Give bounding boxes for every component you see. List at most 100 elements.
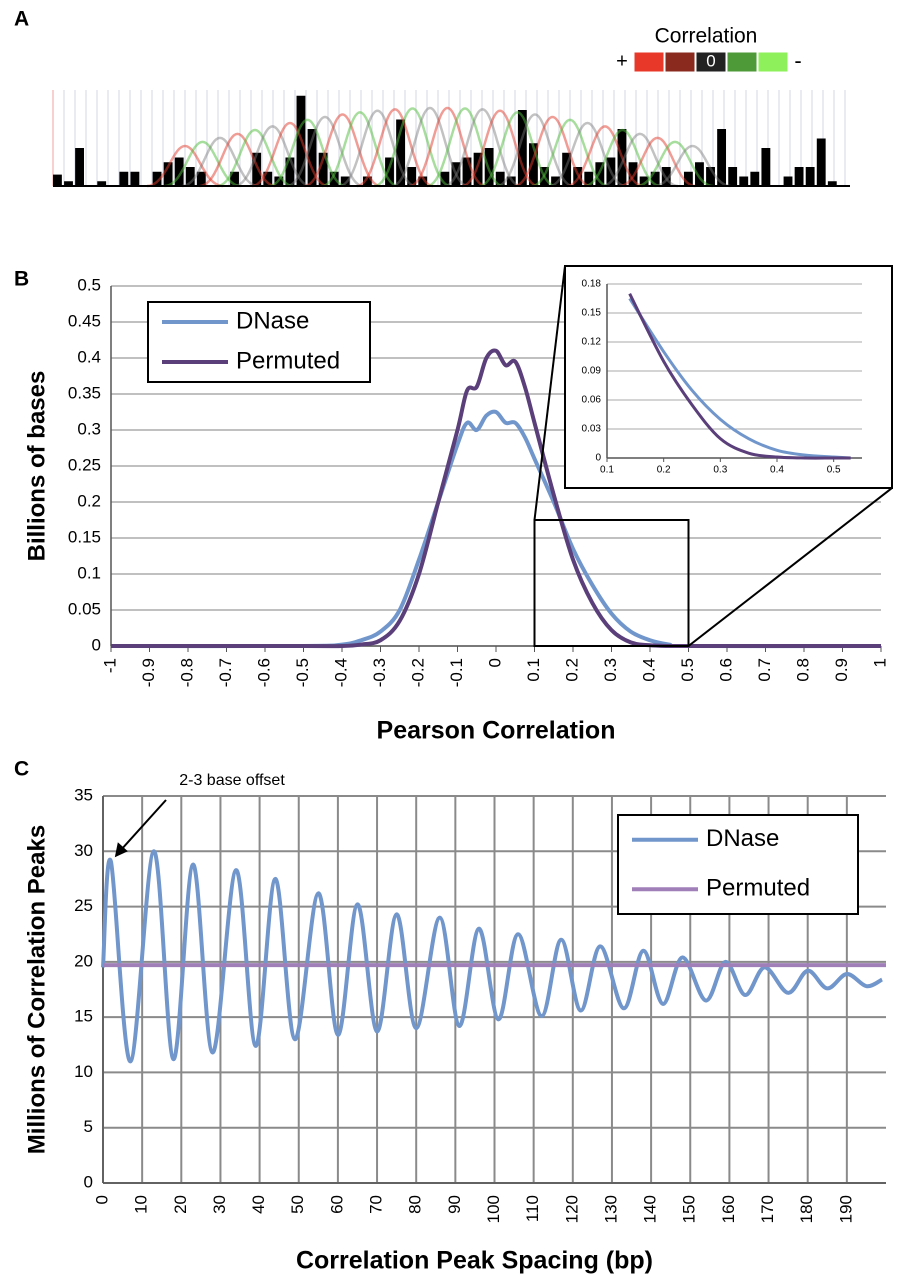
correlation-curve: [566, 125, 644, 188]
legend-swatch: [633, 51, 665, 73]
x-tick-label: 140: [641, 1195, 660, 1223]
x-tick-label: 120: [562, 1195, 581, 1223]
x-tick-label: 0.2: [562, 658, 581, 682]
bar: [53, 174, 62, 186]
y-tick-label: 25: [74, 896, 93, 915]
y-tick-label: 0.1: [77, 563, 101, 582]
legend-label: +: [616, 50, 628, 72]
x-tick-label: -0.5: [293, 658, 312, 687]
y-tick-label: 0.2: [77, 491, 101, 510]
correlation-curve: [356, 108, 434, 188]
x-tick-label: 1: [870, 658, 889, 667]
y-tick-label: 0.03: [582, 424, 602, 435]
y-tick-label: 0: [84, 1172, 93, 1191]
x-tick-label: -0.7: [216, 658, 235, 687]
arrow-head: [114, 842, 128, 858]
bar: [451, 162, 461, 186]
x-tick-label: 0.9: [832, 658, 851, 682]
legend-label: 0: [706, 51, 715, 70]
x-tick-label: 0.4: [770, 465, 784, 476]
x-tick-label: 170: [758, 1195, 777, 1223]
bar: [661, 167, 671, 186]
y-tick-label: 30: [74, 841, 93, 860]
bar: [639, 176, 649, 186]
bar: [739, 176, 749, 186]
bar: [396, 119, 406, 186]
x-tick-label: 130: [601, 1195, 620, 1223]
bar: [340, 176, 350, 186]
bar: [97, 181, 107, 186]
correlation-curve: [286, 115, 364, 188]
bar: [385, 157, 394, 186]
bar: [285, 157, 295, 186]
bar: [761, 148, 771, 186]
legend-swatch: [726, 51, 758, 73]
bar: [362, 176, 372, 186]
x-axis-label: Correlation Peak Spacing (bp): [296, 1247, 653, 1275]
x-axis-label: Pearson Correlation: [377, 717, 616, 745]
bar: [440, 171, 450, 186]
bar: [794, 167, 804, 186]
bar: [75, 148, 84, 186]
x-tick-label: 180: [797, 1195, 816, 1223]
x-tick-label: 150: [680, 1195, 699, 1223]
legend-label: DNase: [706, 825, 779, 852]
legend-title: Correlation: [655, 25, 758, 48]
y-tick-label: 0: [92, 635, 101, 654]
y-tick-label: 0.25: [68, 455, 101, 474]
x-tick-label: -0.4: [331, 658, 350, 687]
correlation-curve: [391, 106, 469, 188]
legend-swatch: [664, 51, 696, 73]
correlation-curve: [636, 140, 714, 188]
x-tick-label: 10: [132, 1195, 151, 1214]
correlation-curve: [269, 118, 346, 188]
legend-box: [617, 814, 859, 915]
legend-label: Permuted: [706, 875, 810, 902]
legend-label: Permuted: [236, 347, 340, 374]
x-tick-label: -0.9: [139, 658, 158, 687]
panel-letter: A: [14, 8, 29, 31]
correlation-curve: [164, 140, 241, 188]
bar: [174, 157, 184, 186]
x-tick-label: 0.6: [716, 658, 735, 682]
bar: [495, 171, 505, 186]
correlation-curve: [549, 121, 626, 188]
x-tick-label: 90: [445, 1195, 464, 1214]
legend-label: -: [794, 48, 801, 73]
correlation-curve: [146, 144, 224, 188]
bar: [562, 152, 572, 186]
x-tick-label: 190: [836, 1195, 855, 1223]
bar: [252, 152, 262, 186]
x-tick-label: 50: [288, 1195, 307, 1214]
bar: [695, 162, 704, 186]
zoom-connector: [533, 265, 566, 521]
bar: [706, 167, 715, 186]
series-line: [101, 849, 884, 1064]
correlation-curve: [234, 125, 311, 188]
correlation-curve: [514, 115, 591, 188]
bar: [64, 181, 73, 186]
inset-frame: [564, 265, 893, 489]
correlation-curve: [654, 144, 731, 188]
x-tick-label: 0.4: [639, 658, 658, 682]
x-tick-label: 60: [327, 1195, 346, 1214]
x-tick-label: 80: [406, 1195, 425, 1214]
y-tick-label: 20: [74, 951, 93, 970]
correlation-curve: [374, 107, 451, 188]
correlation-curve: [181, 136, 259, 188]
y-tick-label: 5: [84, 1117, 93, 1136]
bar: [152, 171, 162, 186]
bar: [418, 176, 428, 186]
correlation-curve: [479, 111, 556, 188]
series-line: [110, 409, 882, 649]
y-axis-label: Billions of bases: [23, 371, 50, 562]
correlation-curve: [461, 109, 539, 188]
x-tick-label: 0.1: [600, 465, 614, 476]
y-tick-label: 10: [74, 1062, 93, 1081]
bar: [683, 171, 693, 186]
correlation-curve: [444, 108, 521, 188]
x-tick-label: 70: [367, 1195, 386, 1214]
y-tick-label: 0: [595, 453, 601, 464]
